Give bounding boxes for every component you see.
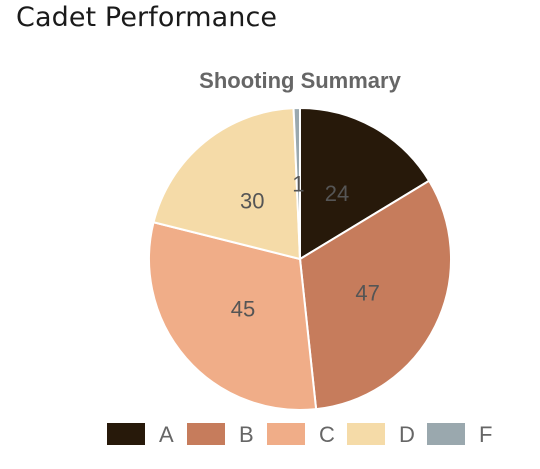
- legend-label-a: A: [159, 422, 174, 447]
- slice-label-c: 45: [231, 297, 255, 322]
- pie-slice-c: [148, 221, 318, 411]
- slice-label-b: 47: [355, 280, 379, 305]
- pie-slice-f: [292, 106, 301, 260]
- chart-title: Shooting Summary: [199, 68, 401, 93]
- legend-label-d: D: [399, 422, 415, 447]
- legend-label-b: B: [239, 422, 254, 447]
- legend-label-f: F: [479, 422, 492, 447]
- legend-swatch-f: [427, 423, 465, 445]
- pie-slices: [148, 106, 452, 411]
- slice-label-a: 24: [325, 181, 349, 206]
- page-title: Cadet Performance: [16, 2, 278, 33]
- slice-label-d: 30: [240, 188, 264, 213]
- legend-swatch-a: [107, 423, 145, 445]
- legend-swatch-c: [267, 423, 305, 445]
- pie-slice-d: [152, 107, 302, 261]
- pie-slice-a: [299, 106, 431, 261]
- pie-slice-labels: 24 47 45 30 1: [231, 172, 380, 322]
- pie-slice-b: [298, 179, 452, 411]
- slice-label-f: 1: [292, 172, 304, 197]
- legend-label-c: C: [319, 422, 335, 447]
- legend-swatch-b: [187, 423, 225, 445]
- legend-swatch-d: [347, 423, 385, 445]
